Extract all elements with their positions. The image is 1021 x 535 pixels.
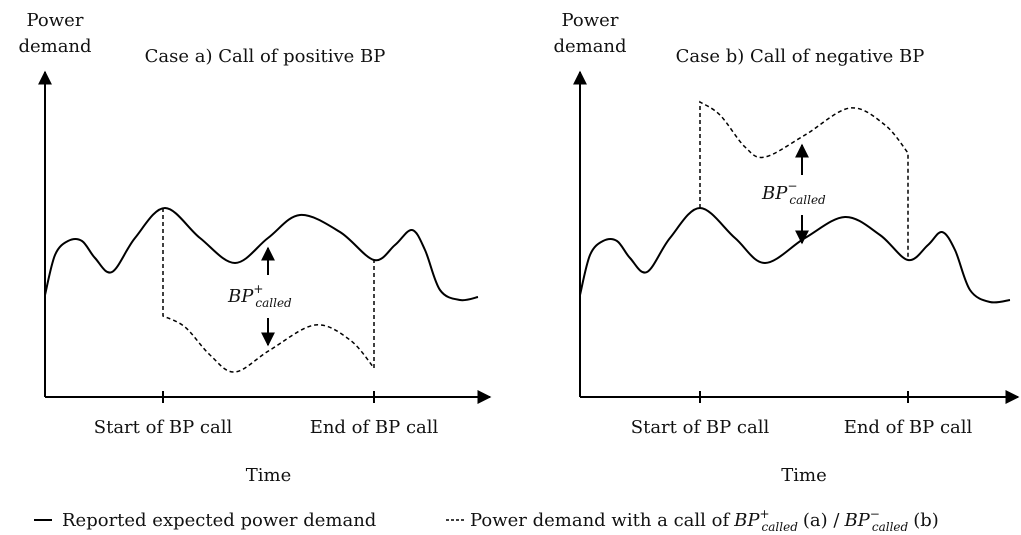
y-axis-label: demand — [553, 36, 626, 57]
panel-title: Case a) Call of positive BP — [145, 46, 386, 67]
legend-text: Power demand with a call of — [470, 510, 730, 531]
bp-base: BP — [843, 510, 870, 531]
legend-solid-text: Reported expected power demand — [62, 510, 376, 531]
bp-sub: called — [789, 193, 826, 207]
bp-label: BP− called — [761, 179, 826, 207]
x-axis-label: Time — [781, 465, 826, 486]
bp-base: BP — [761, 183, 788, 204]
end-label: End of BP call — [310, 417, 439, 438]
bp-sup: + — [253, 282, 263, 296]
legend: Reported expected power demand Power dem… — [34, 507, 939, 534]
x-axis-label: Time — [246, 465, 291, 486]
called-demand-curve — [162, 208, 375, 373]
reported-demand-curve — [579, 206, 1011, 304]
panel: Power demand Case b) Call of negative BP St… — [553, 10, 1020, 486]
bp-sup: − — [870, 507, 880, 521]
bp-base: BP — [733, 510, 760, 531]
end-label: End of BP call — [844, 417, 973, 438]
legend-dashed-text: Power demand with a call of BP+ called (a) … — [470, 507, 939, 534]
y-axis-label: Power — [27, 10, 84, 31]
start-label: Start of BP call — [631, 417, 770, 438]
start-label: Start of BP call — [94, 417, 233, 438]
panel: Power demand Case a) Call of positive BP St… — [18, 10, 492, 486]
y-axis-label: demand — [18, 36, 91, 57]
bp-sup: + — [759, 507, 769, 521]
bp-sup: − — [787, 179, 797, 193]
bp-sub: called — [872, 520, 909, 534]
legend-tag: (b) — [913, 510, 939, 531]
bp-label: BP+ called — [227, 282, 292, 310]
bp-base: BP — [227, 286, 254, 307]
y-axis-label: Power — [562, 10, 619, 31]
bp-sub: called — [762, 520, 799, 534]
bp-sub: called — [255, 296, 292, 310]
panel-title: Case b) Call of negative BP — [676, 46, 925, 67]
legend-tag: (a) / — [803, 510, 840, 531]
called-demand-curve — [699, 100, 909, 260]
reported-demand-curve — [44, 206, 479, 302]
